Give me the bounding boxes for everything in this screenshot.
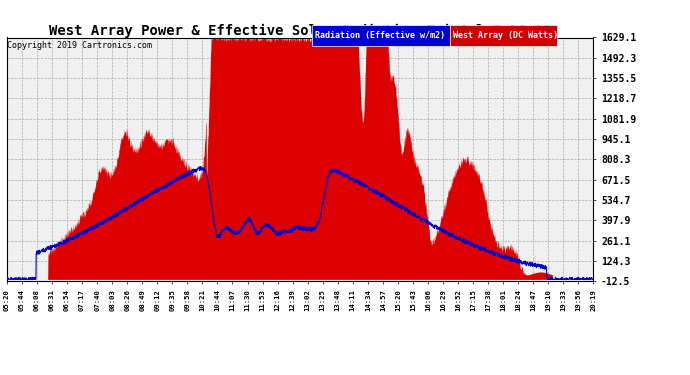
Text: Copyright 2019 Cartronics.com: Copyright 2019 Cartronics.com [7,41,152,50]
Text: Radiation (Effective w/m2): Radiation (Effective w/m2) [315,31,445,40]
Title: West Array Power & Effective Solar Radiation Fri Jul 5 20:32: West Array Power & Effective Solar Radia… [49,23,551,38]
Text: West Array (DC Watts): West Array (DC Watts) [453,31,558,40]
